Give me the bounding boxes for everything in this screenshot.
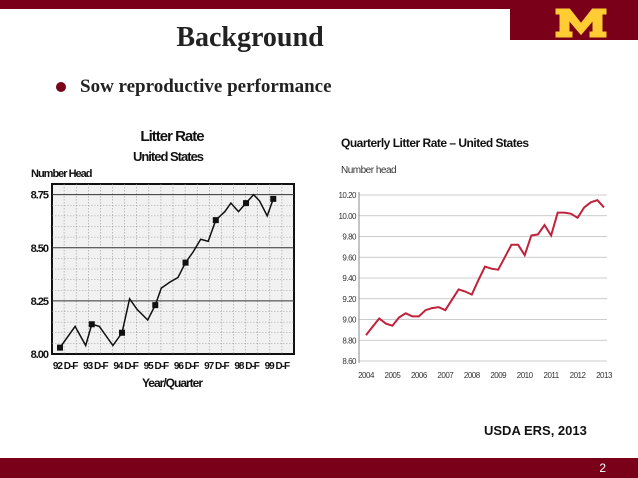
chart1-marker	[119, 329, 126, 336]
chart2-ytick-label: 8.60	[342, 357, 357, 366]
bullet-text: Sow reproductive performance	[80, 76, 332, 97]
bullet-item: Sow reproductive performance	[56, 76, 332, 98]
chart2-xtick-label: 2012	[570, 371, 587, 380]
page-number: 2	[599, 461, 606, 475]
chart1-xtick-label: 93 D-F	[83, 361, 108, 372]
litter-rate-chart: Litter Rate United States Number Head 8.…	[31, 128, 295, 390]
chart1-xtick-label: 99 D-F	[265, 361, 290, 372]
top-bar	[0, 0, 638, 9]
chart2-xtick-label: 2006	[411, 371, 428, 380]
chart1-xtick-label: 97 D-F	[204, 361, 229, 372]
chart1-ytick-label: 8.25	[31, 296, 49, 308]
chart1-xtick-label: 98 D-F	[234, 361, 259, 372]
chart2-ytick-label: 9.00	[342, 316, 357, 325]
chart1-xlabel: Year/Quarter	[142, 376, 203, 390]
chart1-ytick-label: 8.75	[31, 190, 49, 202]
source-citation: USDA ERS, 2013	[484, 423, 587, 438]
university-logo-icon	[554, 7, 608, 39]
chart2-xtick-label: 2005	[385, 371, 402, 380]
chart2-ytick-label: 9.20	[342, 295, 357, 304]
chart1-xtick-label: 95 D-F	[144, 361, 169, 372]
chart1-xtick-label: 94 D-F	[113, 361, 138, 372]
chart2-xtick-label: 2010	[517, 371, 534, 380]
chart1-marker	[57, 344, 63, 351]
chart1-ytick-label: 8.50	[31, 243, 49, 255]
chart1-marker	[152, 302, 159, 309]
chart2-xtick-label: 2011	[544, 371, 560, 380]
chart2-ytick-label: 9.40	[342, 274, 357, 283]
page-title: Background	[176, 22, 324, 53]
footer-bar: 2	[0, 458, 638, 478]
chart1-subtitle: United States	[133, 149, 204, 164]
chart2-xtick-label: 2008	[464, 371, 481, 380]
chart2-ytick-label: 8.80	[342, 336, 357, 345]
chart2-series-line	[365, 199, 605, 336]
chart2-ytick-label: 10.20	[338, 191, 357, 200]
chart2-xtick-label: 2007	[437, 371, 454, 380]
bullet-dot-icon	[56, 82, 66, 92]
chart1-marker	[270, 195, 277, 202]
chart1-marker	[182, 259, 189, 266]
chart1-xtick-label: 96 D-F	[174, 361, 199, 372]
chart2-xtick-label: 2013	[596, 371, 613, 380]
chart1-ylabel: Number Head	[31, 168, 92, 180]
chart1-series-line	[59, 193, 275, 349]
chart1-xtick-label: 92 D-F	[53, 361, 78, 372]
chart2-xtick-label: 2009	[490, 371, 507, 380]
chart2-ytick-label: 9.80	[342, 233, 357, 242]
chart2-ylabel: Number head	[341, 165, 396, 176]
chart1-marker	[88, 321, 95, 328]
quarterly-litter-rate-chart: Quarterly Litter Rate – United States Nu…	[338, 136, 613, 380]
chart1-marker	[243, 200, 250, 207]
chart1-title: Litter Rate	[140, 128, 204, 145]
chart2-title: Quarterly Litter Rate – United States	[341, 136, 529, 150]
chart2-xtick-label: 2004	[358, 371, 375, 380]
chart2-ytick-label: 10.00	[338, 212, 357, 221]
chart1-ytick-label: 8.00	[31, 349, 49, 361]
chart1-marker	[212, 217, 219, 224]
chart2-ytick-label: 9.60	[342, 253, 357, 262]
